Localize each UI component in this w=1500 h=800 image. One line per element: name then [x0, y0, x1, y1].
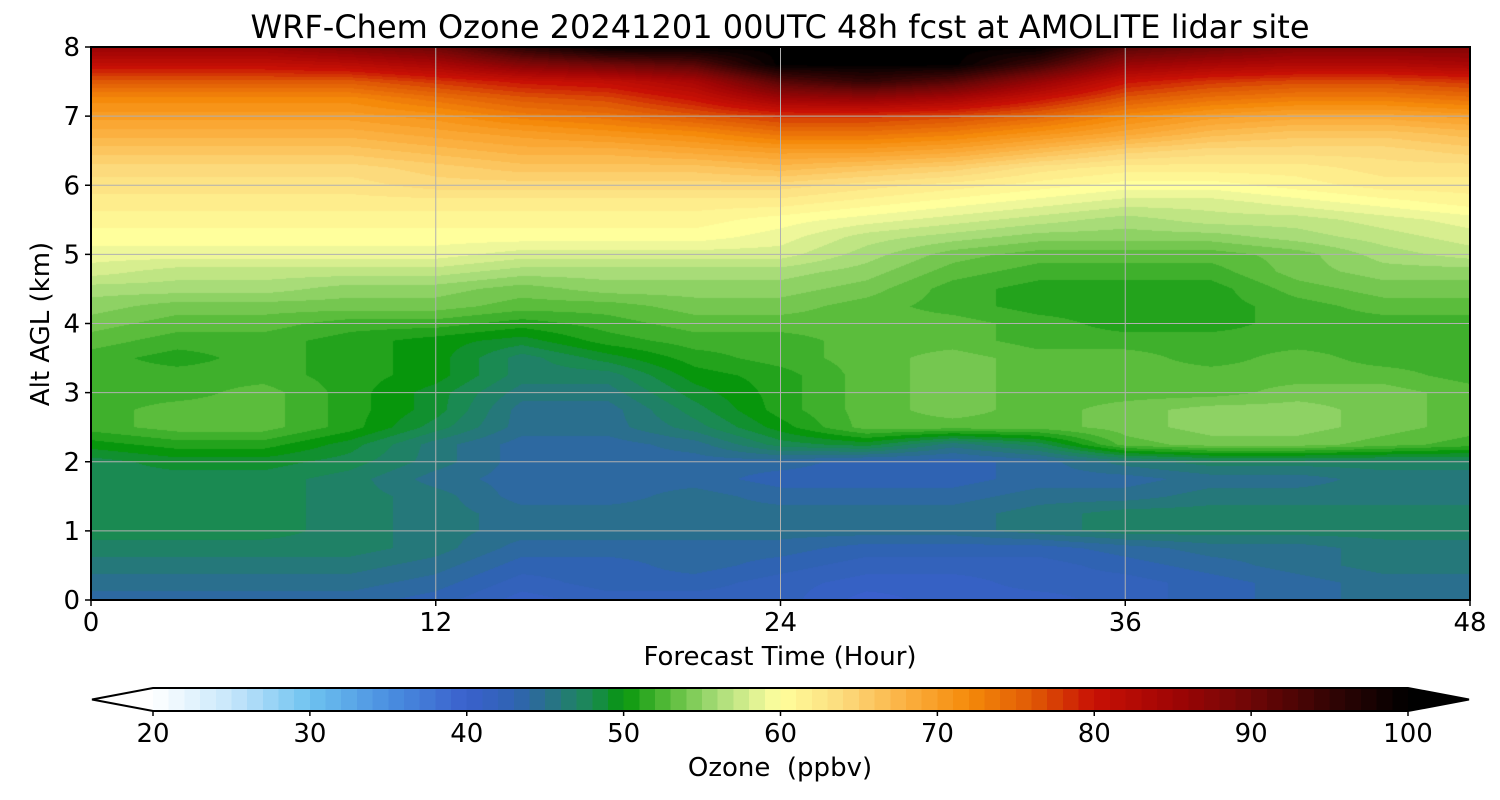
y-tick-label: 6	[63, 171, 80, 201]
x-tick-label: 12	[419, 608, 452, 638]
plot-area	[90, 46, 1471, 601]
y-tick-label: 5	[63, 240, 80, 270]
colorbar-tick-label: 40	[450, 719, 483, 749]
x-tick-label: 24	[764, 608, 797, 638]
x-axis: 0 12 24 36 48	[83, 600, 1487, 638]
chart-title: WRF-Chem Ozone 20241201 00UTC 48h fcst a…	[250, 8, 1309, 46]
colorbar-tick-label: 70	[921, 719, 954, 749]
colorbar-tick-label: 30	[293, 719, 326, 749]
x-axis-label: Forecast Time (Hour)	[643, 642, 916, 672]
y-tick-label: 7	[63, 102, 80, 132]
colorbar-tick-label: 90	[1235, 719, 1268, 749]
grid-lines	[91, 47, 1470, 600]
colorbar-label: Ozone (ppbv)	[688, 753, 872, 783]
y-axis-label: Alt AGL (km)	[26, 242, 56, 406]
colorbar-ticks: 20 30 40 50 60 70 80 90 100	[136, 711, 1433, 749]
y-tick-label: 0	[63, 586, 80, 616]
colorbar-gradient	[153, 688, 1408, 711]
x-tick-label: 0	[83, 608, 100, 638]
colorbar-low-extend-arrow	[92, 688, 153, 711]
colorbar-tick-label: 60	[764, 719, 797, 749]
colorbar-tick-label: 20	[136, 719, 169, 749]
x-tick-label: 48	[1453, 608, 1486, 638]
y-axis: 0 1 2 3 4 5 6 7 8	[63, 33, 91, 616]
colorbar-tick-label: 80	[1078, 719, 1111, 749]
colorbar-tick-label: 50	[607, 719, 640, 749]
colorbar-high-extend-arrow	[1408, 688, 1469, 711]
y-tick-label: 8	[63, 33, 80, 63]
x-tick-label: 36	[1109, 608, 1142, 638]
colorbar-tick-label: 100	[1383, 719, 1433, 749]
y-tick-label: 3	[63, 379, 80, 409]
colorbar: 20 30 40 50 60 70 80 90 100 Ozone (ppbv)	[91, 687, 1470, 783]
y-tick-label: 4	[63, 310, 80, 340]
y-tick-label: 2	[63, 448, 80, 478]
y-tick-label: 1	[63, 517, 80, 547]
